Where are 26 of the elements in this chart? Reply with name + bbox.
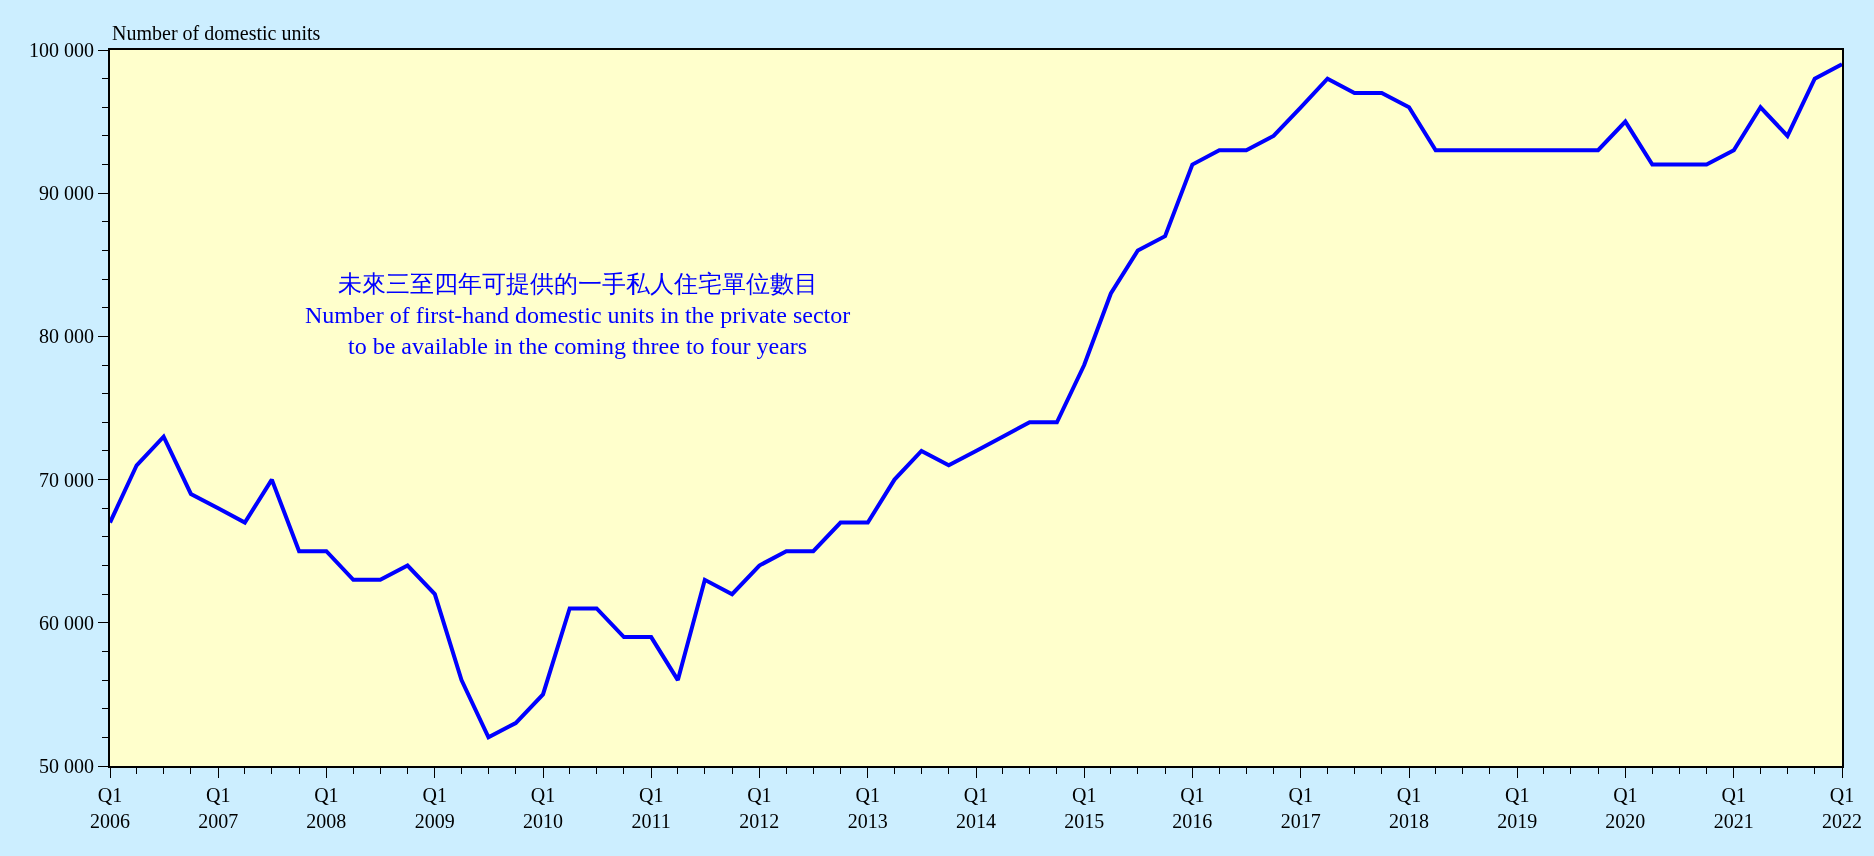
- x-tick-label: Q1 2010: [523, 784, 563, 832]
- x-tick-label: Q1 2014: [956, 784, 996, 832]
- x-tick-label: Q1 2018: [1389, 784, 1429, 832]
- x-tick-label: Q1 2006: [90, 784, 130, 832]
- x-tick-label: Q1 2009: [414, 784, 455, 832]
- y-tick-label: 90 000: [39, 182, 94, 205]
- x-tick-label: Q1 2016: [1172, 784, 1213, 832]
- y-tick-label: 70 000: [39, 468, 94, 491]
- x-tick-label: Q1 2021: [1713, 784, 1754, 832]
- y-tick-label: 80 000: [39, 325, 94, 348]
- x-tick-label: Q1 2015: [1064, 784, 1105, 832]
- y-tick-label: 60 000: [39, 611, 94, 634]
- x-tick-label: Q1 2011: [631, 784, 671, 832]
- x-tick-label: Q1 2012: [739, 784, 780, 832]
- x-tick-label: Q1 2008: [306, 784, 347, 832]
- x-tick-label: Q1 2013: [847, 784, 888, 832]
- annotation: 未來三至四年可提供的一手私人住宅單位數目 Number of first-hand domestic units in the private sector to be available in the coming three to four years: [305, 271, 851, 360]
- y-tick-label: 50 000: [39, 755, 94, 777]
- x-tick-label: Q1 2017: [1280, 784, 1321, 832]
- x-tick-label: Q1 2007: [198, 784, 239, 832]
- x-tick-label: Q1 2019: [1497, 784, 1538, 832]
- line-series: [110, 62, 1842, 740]
- x-tick-label: Q1 2022: [1822, 784, 1862, 832]
- x-tick-label: Q1 2020: [1605, 784, 1646, 832]
- y-tick-label: 100 000: [29, 39, 94, 61]
- y-axis-title: Number of domestic units: [112, 22, 321, 44]
